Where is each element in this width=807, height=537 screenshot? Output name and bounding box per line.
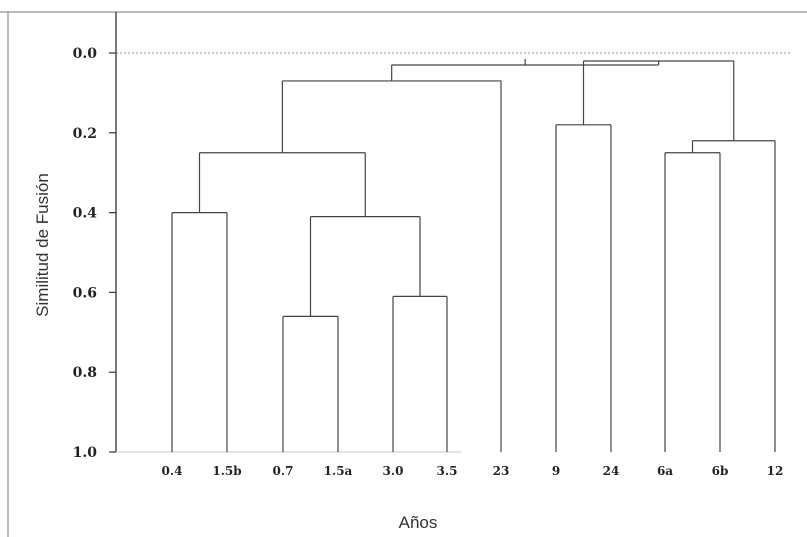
- y-tick-label: 0.0: [73, 46, 98, 62]
- y-tick-label: 0.2: [73, 126, 97, 142]
- leaf-label: 12: [767, 464, 784, 478]
- leaf-label: 6a: [657, 464, 673, 478]
- leaf-label: 3.5: [437, 464, 458, 478]
- leaf-label: 0.7: [273, 464, 294, 478]
- y-tick-label: 0.8: [73, 365, 97, 381]
- leaf-label: 1.5a: [324, 464, 353, 478]
- leaf-label: 23: [493, 464, 510, 478]
- y-tick-label: 0.4: [73, 206, 98, 222]
- y-axis-label: Similitud de Fusión: [33, 173, 52, 317]
- leaf-label: 9: [552, 464, 560, 478]
- leaf-label: 0.4: [162, 464, 183, 478]
- x-axis-label: Años: [399, 513, 438, 532]
- leaf-label: 1.5b: [212, 464, 241, 478]
- y-tick-label: 1.0: [73, 445, 98, 461]
- y-tick-label: 0.6: [73, 285, 97, 301]
- leaf-label: 24: [603, 464, 620, 478]
- leaf-label: 6b: [712, 464, 729, 478]
- leaf-label: 3.0: [383, 464, 404, 478]
